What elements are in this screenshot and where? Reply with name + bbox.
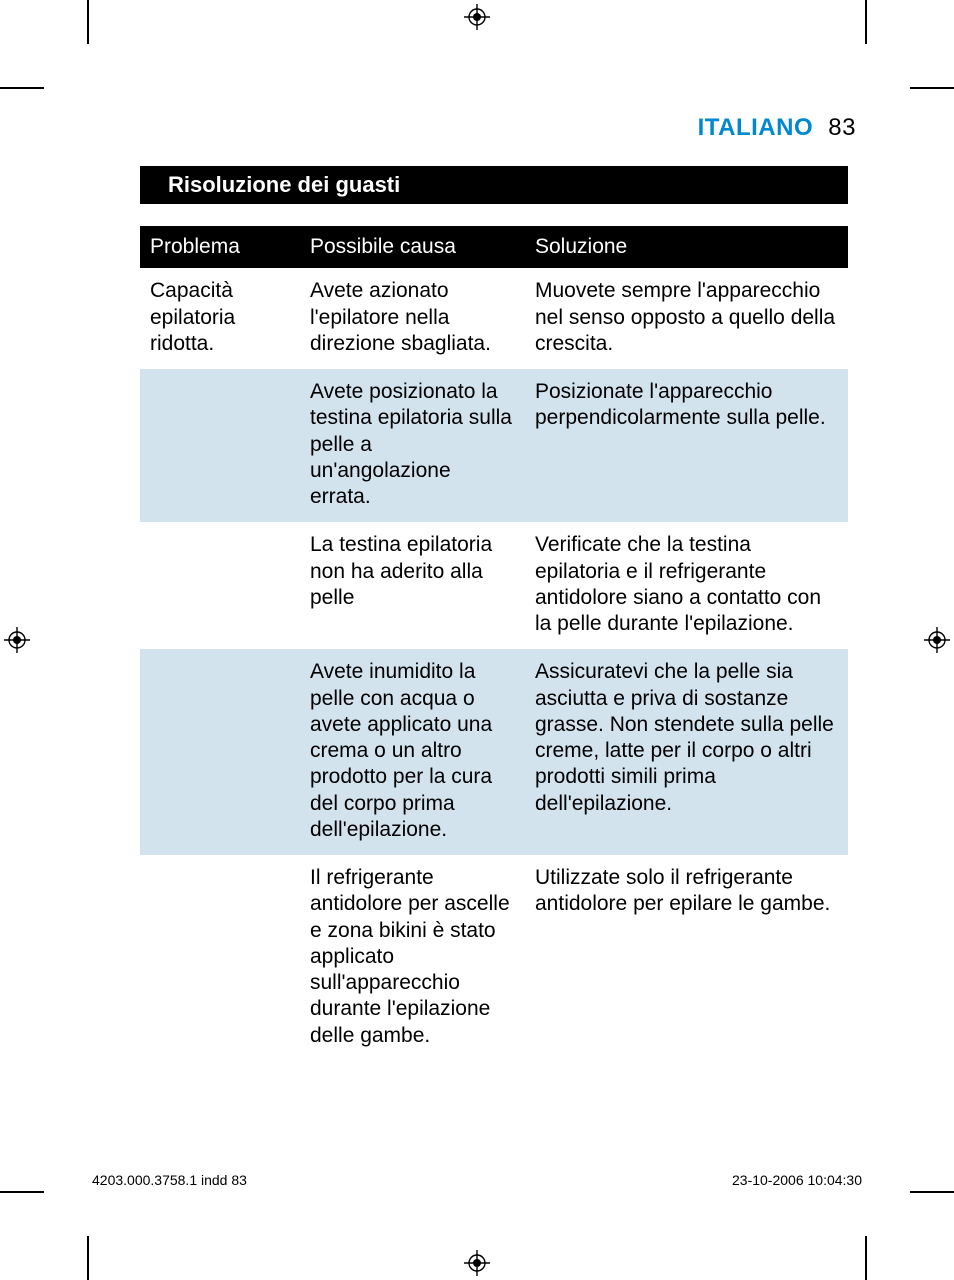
registration-mark-icon [4,627,30,653]
section-title: Risoluzione dei guasti [140,166,848,204]
table-cell: Muovete sempre l'apparecchio nel senso o… [525,268,848,369]
table-cell [140,855,300,1061]
table-cell: Posizionate l'apparecchio perpendicolarm… [525,369,848,522]
print-footer: 4203.000.3758.1 indd 83 23-10-2006 10:04… [88,1172,866,1192]
footer-left: 4203.000.3758.1 indd 83 [92,1172,247,1188]
page-area: ITALIANO 83 Risoluzione dei guasti Probl… [88,88,866,1192]
table-header-row: Problema Possibile causa Soluzione [140,226,848,268]
crop-mark [87,1236,89,1280]
table-cell: Avete posizionato la testina epilatoria … [300,369,525,522]
table-cell: Avete azionato l'epilatore nella direzio… [300,268,525,369]
content-area: Risoluzione dei guasti Problema Possibil… [140,166,848,1061]
registration-mark-icon [464,1250,490,1276]
crop-mark [865,0,867,44]
table-row: Avete inumidito la pelle con acqua o ave… [140,649,848,855]
table-row: Capacità epilatoria ridotta.Avete aziona… [140,268,848,369]
language-label: ITALIANO [698,114,814,141]
crop-mark [865,1236,867,1280]
table-header-cell: Possibile causa [300,226,525,268]
table-cell: Verificate che la testina epilatoria e i… [525,522,848,649]
table-row: La testina epilatoria non ha aderito all… [140,522,848,649]
table-cell: Capacità epilatoria ridotta. [140,268,300,369]
table-cell [140,522,300,649]
footer-right: 23-10-2006 10:04:30 [732,1172,862,1188]
table-cell [140,649,300,855]
table-cell: La testina epilatoria non ha aderito all… [300,522,525,649]
table-row: Avete posizionato la testina epilatoria … [140,369,848,522]
table-header-cell: Problema [140,226,300,268]
table-cell [140,369,300,522]
table-cell: Assicuratevi che la pelle sia asciutta e… [525,649,848,855]
crop-mark [910,87,954,89]
page-number: 83 [828,114,856,141]
registration-mark-icon [924,627,950,653]
registration-mark-icon [464,4,490,30]
table-cell: Avete inumidito la pelle con acqua o ave… [300,649,525,855]
table-cell: Utilizzate solo il refrigerante antidolo… [525,855,848,1061]
running-head: ITALIANO 83 [88,88,866,142]
crop-mark [910,1191,954,1193]
table-header-cell: Soluzione [525,226,848,268]
table-row: Il refrigerante antidolore per ascelle e… [140,855,848,1061]
crop-mark [0,1191,44,1193]
crop-mark [87,0,89,44]
table-cell: Il refrigerante antidolore per ascelle e… [300,855,525,1061]
troubleshooting-table: Problema Possibile causa Soluzione Capac… [140,226,848,1061]
crop-mark [0,87,44,89]
